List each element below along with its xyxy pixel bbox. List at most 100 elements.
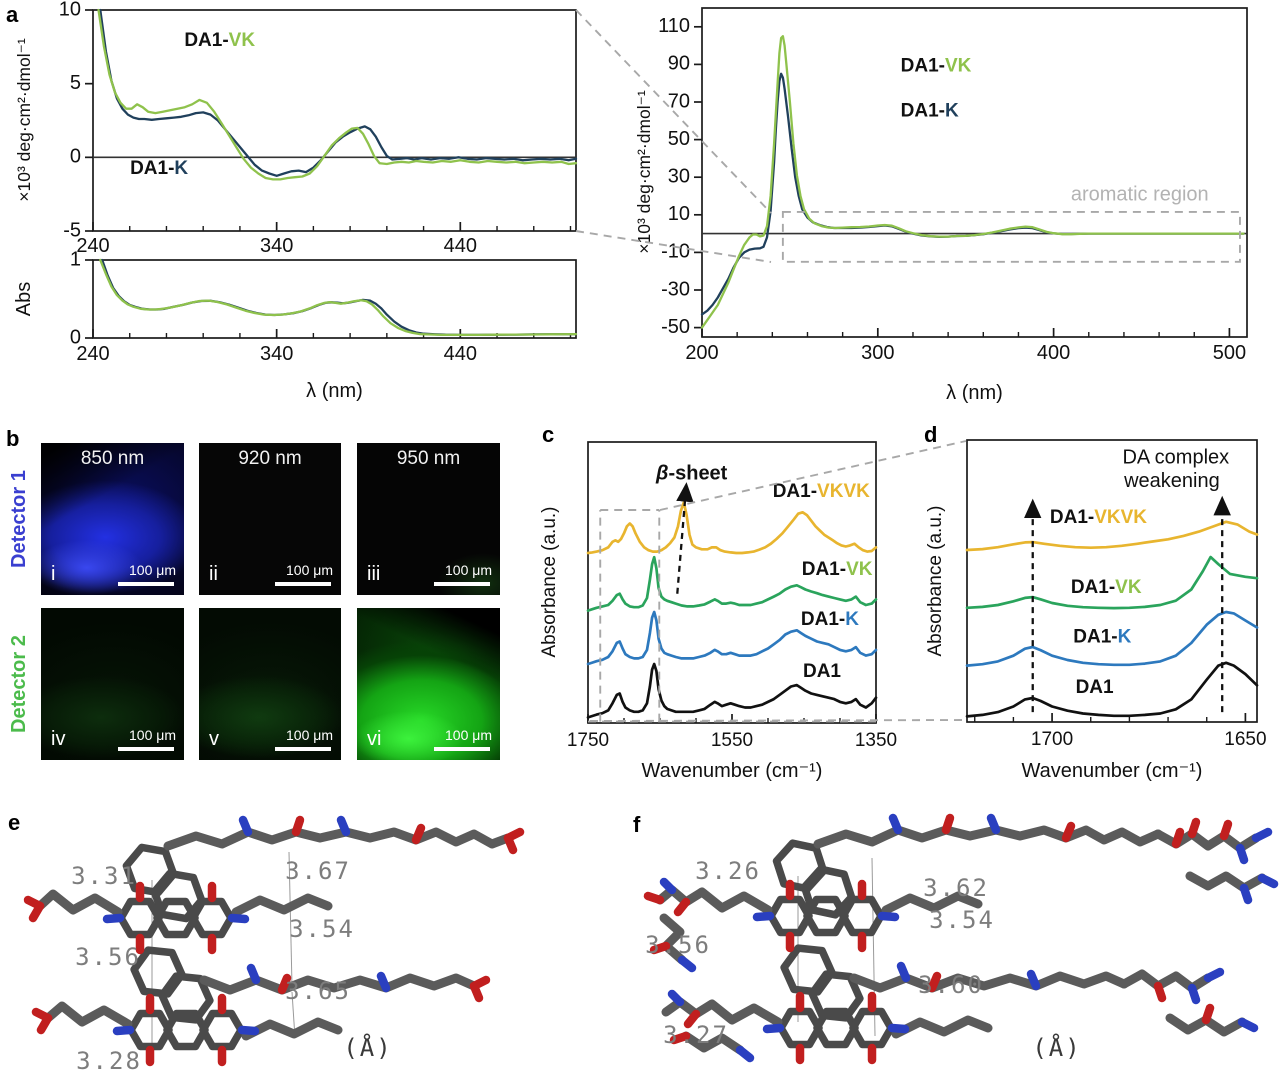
x-tick-label: 240 xyxy=(76,343,109,365)
series-DA1-VK xyxy=(965,555,1259,610)
tile-numeral: iii xyxy=(367,563,381,585)
x-tick-label: 300 xyxy=(861,342,894,364)
plot-frame xyxy=(92,9,577,232)
scalebar xyxy=(118,747,174,751)
scalebar-label: 100 μm xyxy=(445,727,492,743)
scalebar-label: 100 μm xyxy=(129,727,176,743)
panel-e-letter: e xyxy=(8,810,21,835)
y-tick-label: -50 xyxy=(661,316,690,338)
panel-c-letter: c xyxy=(542,422,555,447)
annotation-label: DA1-K xyxy=(130,158,188,179)
wavelength-label: 850 nm xyxy=(80,448,145,469)
scalebar xyxy=(118,582,174,586)
series-DA1 xyxy=(965,661,1259,718)
crystal-structure-e: 3.31 3.67 3.54 3.56 3.65 3.28 (Å) xyxy=(23,815,525,1075)
tile-numeral: v xyxy=(209,728,219,750)
y-tick-label: -30 xyxy=(661,278,690,300)
annotation-label: DA1-VK xyxy=(901,55,972,76)
annotation-label: DA1-K xyxy=(801,609,859,630)
panel-f-letter: f xyxy=(633,812,641,837)
y-tick-label: 0 xyxy=(70,326,81,348)
x-axis-title: λ (nm) xyxy=(946,382,1003,404)
cd-spectrum-zoom-chart: 240 340 440 10 5 0 -5 DA1-VK DA1-K ×10³ deg·cm²·d… xyxy=(14,0,578,257)
annotation-label: DA1 xyxy=(803,661,841,682)
x-axis-title: λ (nm) xyxy=(306,380,363,402)
wavelength-label: 950 nm xyxy=(396,448,461,469)
distance-label: 3.65 xyxy=(285,977,351,1005)
x-tick-label: 500 xyxy=(1213,342,1246,364)
angstrom-unit-label: (Å) xyxy=(343,1033,392,1062)
distance-label: 3.54 xyxy=(289,915,355,943)
distance-label: 3.28 xyxy=(76,1047,142,1075)
tile-numeral: iv xyxy=(51,728,66,750)
y-tick-label: -5 xyxy=(63,219,81,241)
distance-label: 3.67 xyxy=(285,857,351,885)
annotation-text: weakening xyxy=(1123,470,1220,492)
scalebar-label: 100 μm xyxy=(445,562,492,578)
series-DA1-K xyxy=(965,610,1259,667)
y-axis-title: Absorbance (a.u.) xyxy=(539,506,560,657)
scalebar xyxy=(434,747,490,751)
micrograph-850nm-detector1: 850 nm i 100 μm xyxy=(41,443,184,595)
y-tick-label: 50 xyxy=(668,128,690,150)
x-axis-title: Wavenumber (cm⁻¹) xyxy=(1022,760,1203,782)
panel-a-letter: a xyxy=(6,2,19,27)
scalebar xyxy=(275,747,331,751)
x-tick-label: 440 xyxy=(444,235,477,257)
x-tick-label: 1550 xyxy=(711,730,753,751)
y-tick-label: -10 xyxy=(661,241,690,263)
panel-d-letter: d xyxy=(924,422,938,447)
y-tick-label: 10 xyxy=(59,0,81,20)
tile-numeral: i xyxy=(51,563,56,585)
ftir-spectra-chart: 1750 1550 1350 DA1-VKVK DA1-VK DA1-K DA1 β-shee… xyxy=(539,441,897,782)
series-DA1-VKVK xyxy=(965,520,1259,552)
annotation-arrow xyxy=(676,482,694,594)
series-DA1-VKVK xyxy=(586,501,878,555)
scalebar-label: 100 μm xyxy=(286,727,333,743)
series-DA1-VK xyxy=(97,8,578,181)
distance-label: 3.56 xyxy=(75,943,141,971)
molecule-structure xyxy=(23,815,525,1067)
y-tick-label: 1 xyxy=(70,248,81,270)
y-tick-label: 30 xyxy=(668,165,690,187)
distance-label: 3.56 xyxy=(645,931,711,959)
micrograph-920nm-detector2: v 100 μm xyxy=(199,608,341,760)
distance-label: 3.27 xyxy=(663,1021,729,1049)
wavelength-label: 920 nm xyxy=(238,448,302,469)
x-tick-label: 1750 xyxy=(567,730,609,751)
y-tick-label: 10 xyxy=(668,203,690,225)
annotation-text: DA complex xyxy=(1122,447,1229,469)
series-DA1-VK xyxy=(586,555,878,612)
detector-2-label: Detector 2 xyxy=(8,635,30,733)
scalebar-label: 100 μm xyxy=(129,562,176,578)
tile-numeral: vi xyxy=(367,728,382,750)
scalebar xyxy=(434,582,490,586)
annotation-label: DA1-VKVK xyxy=(773,481,870,502)
x-tick-label: 200 xyxy=(685,342,718,364)
annotation-label: DA1 xyxy=(1076,677,1114,698)
y-tick-label: 5 xyxy=(70,72,81,94)
cd-spectrum-full-chart: 200 300 400 500 110 90 70 50 30 10 -10 -30 -50 DA1-VK… xyxy=(634,7,1248,404)
distance-label: 3.54 xyxy=(929,906,995,934)
series-DA1-K xyxy=(586,610,878,666)
distance-label: 3.26 xyxy=(695,857,761,885)
y-axis-title: Absorbance (a.u.) xyxy=(925,505,946,656)
series-DA1-K xyxy=(101,258,578,337)
distance-label: 3.31 xyxy=(71,862,137,890)
series-DA1 xyxy=(586,662,878,719)
micrograph-950nm-detector2: vi 100 μm xyxy=(357,608,500,760)
y-axis-title: Abs xyxy=(13,282,35,316)
micrograph-920nm-detector1: 920 nm ii 100 μm xyxy=(199,443,341,595)
distance-label: 3.62 xyxy=(923,874,989,902)
y-axis-title: ×10³ deg·cm²·dmol⁻¹ xyxy=(14,38,34,202)
plot-frame xyxy=(701,7,1248,338)
plot-frame xyxy=(966,439,1258,723)
micrograph-950nm-detector1: 950 nm iii 100 μm xyxy=(357,443,500,595)
molecule-structure xyxy=(643,813,1279,1065)
x-tick-label: 400 xyxy=(1037,342,1070,364)
series-DA1-K xyxy=(99,8,578,177)
x-tick-label: 240 xyxy=(76,235,109,257)
annotation-label: β-sheet xyxy=(655,463,728,485)
